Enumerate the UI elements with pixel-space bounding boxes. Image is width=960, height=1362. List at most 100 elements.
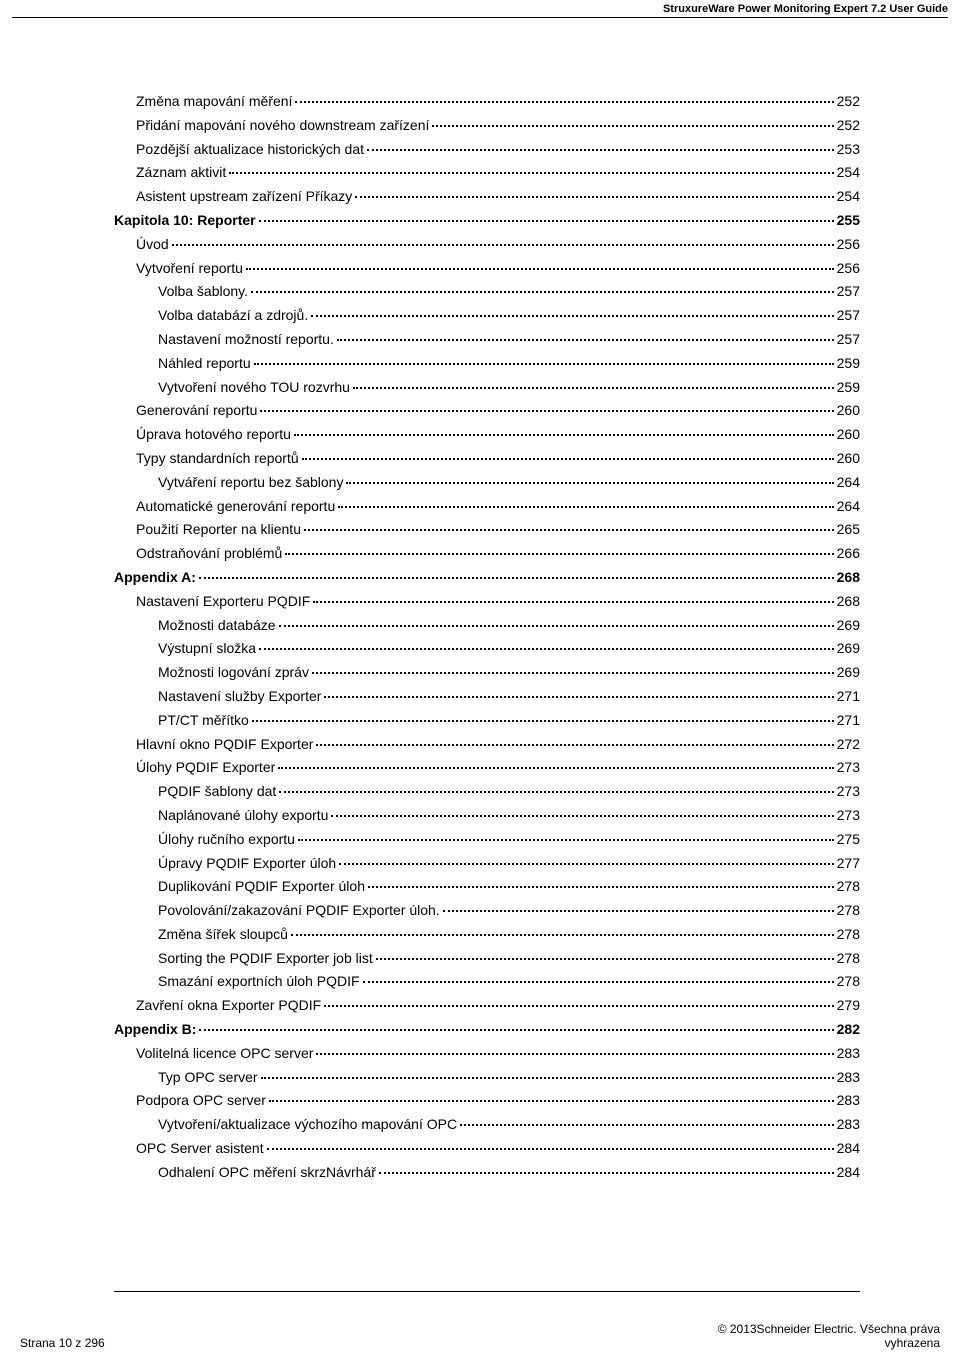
toc-label: Volba databází a zdrojů. (158, 304, 308, 328)
toc-label: Vytvoření nového TOU rozvrhu (158, 376, 350, 400)
toc-page-number: 278 (837, 947, 860, 971)
toc-entry: Kapitola 10: Reporter255 (114, 209, 860, 233)
toc-dots (316, 744, 833, 746)
toc-entry: Použití Reporter na klientu265 (114, 518, 860, 542)
toc-entry: Úpravy PQDIF Exporter úloh277 (114, 852, 860, 876)
toc-dots (312, 672, 834, 674)
toc-page-number: 265 (837, 518, 860, 542)
toc-dots (269, 1100, 834, 1102)
toc-entry: Možnosti logování zpráv269 (114, 661, 860, 685)
toc-label: Appendix A: (114, 566, 196, 590)
toc-entry: Výstupní složka269 (114, 637, 860, 661)
toc-page-number: 275 (837, 828, 860, 852)
toc-dots (254, 363, 834, 365)
toc-dots (339, 863, 833, 865)
toc-entry: Vytváření reportu bez šablony264 (114, 471, 860, 495)
toc-page-number: 278 (837, 899, 860, 923)
toc-label: PQDIF šablony dat (158, 780, 276, 804)
toc-page-number: 256 (837, 233, 860, 257)
toc-label: Povolování/zakazování PQDIF Exporter úlo… (158, 899, 440, 923)
toc-entry: Přidání mapování nového downstream zaříz… (114, 114, 860, 138)
toc-entry: Možnosti databáze269 (114, 614, 860, 638)
toc-label: Podpora OPC server (136, 1089, 266, 1113)
toc-page-number: 268 (837, 590, 860, 614)
toc-dots (246, 268, 834, 270)
toc-label: Appendix B: (114, 1018, 196, 1042)
toc-entry: Úlohy ručního exportu275 (114, 828, 860, 852)
toc-label: Volba šablony. (158, 280, 248, 304)
toc-label: Naplánované úlohy exportu (158, 804, 328, 828)
toc-dots (432, 125, 833, 127)
toc-label: Kapitola 10: Reporter (114, 209, 256, 233)
toc-entry: Duplikování PQDIF Exporter úloh 278 (114, 875, 860, 899)
toc-entry: Pozdější aktualizace historických dat253 (114, 138, 860, 162)
toc-page-number: 260 (837, 399, 860, 423)
toc-entry: PT/CT měřítko271 (114, 709, 860, 733)
toc-label: Možnosti logování zpráv (158, 661, 309, 685)
toc-entry: Odstraňování problémů 266 (114, 542, 860, 566)
toc-entry: Úprava hotového reportu260 (114, 423, 860, 447)
toc-page-number: 254 (837, 161, 860, 185)
toc-label: OPC Server asistent (136, 1137, 264, 1161)
toc-page-number: 279 (837, 994, 860, 1018)
footer-copyright-line1: © 2013Schneider Electric. Všechna práva (718, 1322, 940, 1336)
toc-page-number: 259 (837, 352, 860, 376)
toc-label: Vytvoření reportu (136, 257, 243, 281)
toc-entry: Automatické generování reportu264 (114, 495, 860, 519)
toc-label: Náhled reportu (158, 352, 251, 376)
toc-dots (267, 1148, 834, 1150)
toc-page-number: 283 (837, 1113, 860, 1137)
toc-entry: Vytvoření nového TOU rozvrhu 259 (114, 376, 860, 400)
toc-dots (229, 172, 833, 174)
toc-dots (346, 482, 833, 484)
toc-dots (379, 1172, 834, 1174)
toc-entry: Povolování/zakazování PQDIF Exporter úlo… (114, 899, 860, 923)
toc-page-number: 277 (837, 852, 860, 876)
toc-label: Asistent upstream zařízení Příkazy (136, 185, 352, 209)
toc-dots (260, 410, 833, 412)
toc-label: Volitelná licence OPC server (136, 1042, 313, 1066)
toc-entry: Záznam aktivit254 (114, 161, 860, 185)
toc-page-number: 266 (837, 542, 860, 566)
toc-dots (285, 553, 833, 555)
toc-label: Zavření okna Exporter PQDIF (136, 994, 321, 1018)
toc-label: Automatické generování reportu (136, 495, 335, 519)
toc-label: Duplikování PQDIF Exporter úloh (158, 875, 365, 899)
toc-entry: Vytvoření reportu256 (114, 257, 860, 281)
toc-dots (353, 387, 834, 389)
toc-page-number: 273 (837, 804, 860, 828)
toc-dots (367, 149, 834, 151)
footer-page-number: Strana 10 z 296 (20, 1336, 105, 1350)
toc-page-number: 269 (837, 614, 860, 638)
toc-content: Změna mapování měření252Přidání mapování… (114, 90, 860, 1185)
toc-entry: Úlohy PQDIF Exporter273 (114, 756, 860, 780)
toc-dots (331, 815, 833, 817)
toc-page-number: 259 (837, 376, 860, 400)
toc-dots (376, 958, 834, 960)
toc-dots (279, 791, 833, 793)
toc-label: Vytvoření/aktualizace výchozího mapování… (158, 1113, 457, 1137)
toc-dots (324, 696, 833, 698)
toc-label: Odhalení OPC měření skrzNávrhář (158, 1161, 376, 1185)
toc-dots (443, 910, 834, 912)
toc-label: Pozdější aktualizace historických dat (136, 138, 364, 162)
toc-label: Nastavení Exporteru PQDIF (136, 590, 310, 614)
toc-page-number: 254 (837, 185, 860, 209)
toc-dots (302, 458, 834, 460)
toc-page-number: 271 (837, 709, 860, 733)
toc-page-number: 257 (837, 304, 860, 328)
toc-entry: Volba databází a zdrojů. 257 (114, 304, 860, 328)
footer-divider (114, 1291, 860, 1292)
toc-label: Odstraňování problémů (136, 542, 282, 566)
toc-page-number: 283 (837, 1066, 860, 1090)
toc-dots (291, 934, 834, 936)
toc-label: Hlavní okno PQDIF Exporter (136, 733, 313, 757)
toc-label: Vytváření reportu bez šablony (158, 471, 343, 495)
toc-label: Smazání exportních úloh PQDIF (158, 970, 360, 994)
toc-entry: Zavření okna Exporter PQDIF 279 (114, 994, 860, 1018)
toc-entry: Volba šablony.257 (114, 280, 860, 304)
toc-page-number: 252 (837, 114, 860, 138)
toc-entry: Změna šířek sloupců278 (114, 923, 860, 947)
toc-page-number: 278 (837, 875, 860, 899)
toc-entry: Podpora OPC server283 (114, 1089, 860, 1113)
